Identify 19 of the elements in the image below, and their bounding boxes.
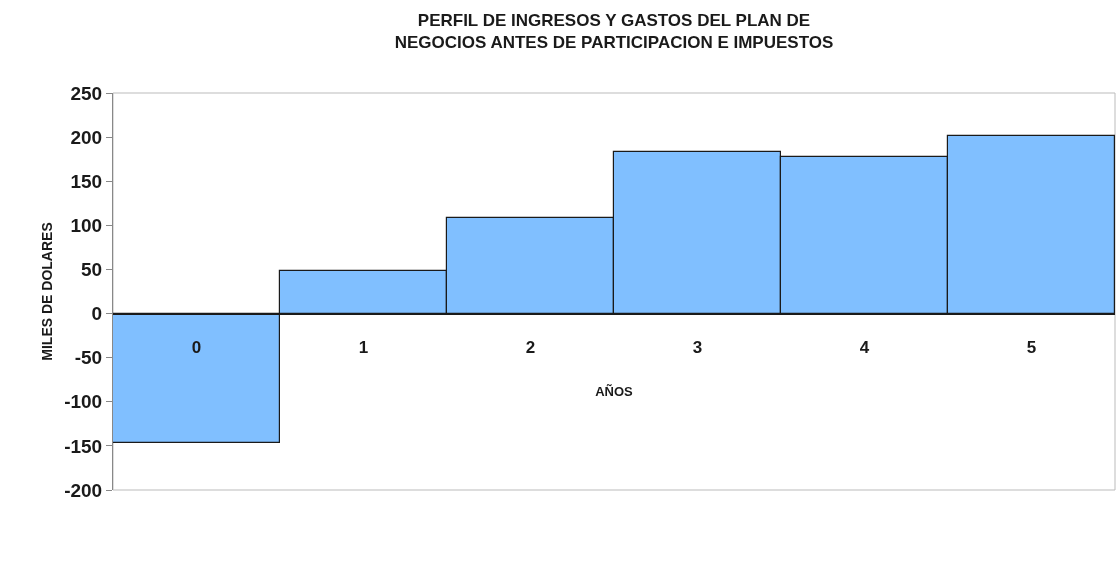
x-tick-label: 1 <box>358 338 369 358</box>
y-tick-label: 150 <box>70 170 103 192</box>
x-axis-title: AÑOS <box>595 383 634 399</box>
x-tick-label: 5 <box>1026 338 1037 358</box>
y-tick-label: 200 <box>70 126 103 148</box>
x-tick-label: 0 <box>191 338 202 358</box>
x-tick-label: 2 <box>525 338 536 358</box>
y-tick-label: -200 <box>64 479 103 501</box>
chart-title: PERFIL DE INGRESOS Y GASTOS DEL PLAN DE NEGOCIOS ANTES DE PARTICIPACION E IMPUESTOS <box>394 10 834 52</box>
y-tick-label: 50 <box>81 259 103 281</box>
x-tick-label: 3 <box>692 338 703 358</box>
y-axis-title: MILES DE DOLARES <box>38 222 55 361</box>
y-tick-label: 250 <box>70 82 103 104</box>
x-tick-label: 4 <box>859 338 870 358</box>
y-tick-label: -100 <box>64 391 103 413</box>
y-tick-label: -150 <box>64 435 103 457</box>
y-tick-label: 100 <box>70 214 103 236</box>
y-tick-label: -50 <box>74 347 103 369</box>
y-tick-label: 0 <box>91 303 103 325</box>
